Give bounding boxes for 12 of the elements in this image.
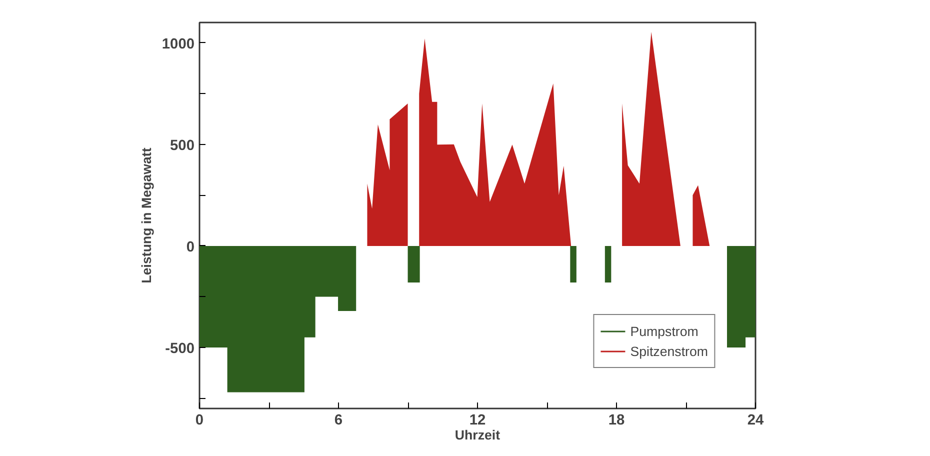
x-tick-label: 12 <box>469 412 486 428</box>
y-axis-title: Leistung in Megawatt <box>138 147 154 284</box>
x-tick-label: 18 <box>608 412 625 428</box>
x-tick-label: 24 <box>747 412 764 428</box>
legend-label: Pumpstrom <box>630 324 698 338</box>
legend-label: Spitzenstrom <box>630 344 708 358</box>
y-tick-label: 500 <box>170 138 195 154</box>
x-axis-title: Uhrzeit <box>454 428 501 442</box>
y-tick-label: -500 <box>165 341 195 358</box>
x-tick-label: 6 <box>334 412 343 428</box>
y-tick-label: 0 <box>186 239 195 256</box>
y-tick-label: 1000 <box>162 36 195 52</box>
